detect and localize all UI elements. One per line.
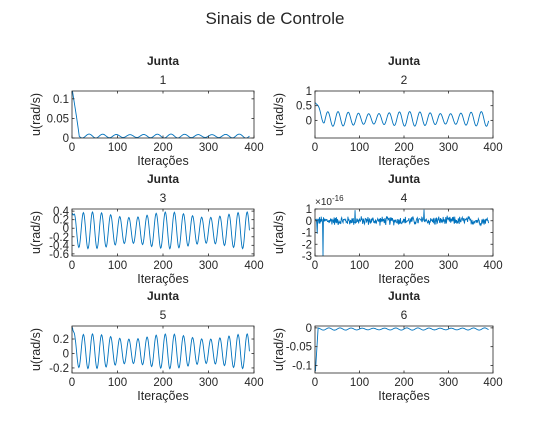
y-tick-label: -1 [302, 228, 312, 240]
series-line-2 [315, 102, 489, 127]
y-tick-label: -0.2 [49, 232, 69, 244]
y-axis-label: u(rad/s) [272, 328, 286, 371]
x-tick-label: 0 [312, 260, 318, 272]
x-tick-label: 100 [108, 260, 127, 272]
plot-area [315, 326, 493, 373]
subplot-3: 0 100 200 300 400-0.6-0.4-0.200.20.4Junta3It… [29, 172, 264, 286]
x-axis-label: Iterações [137, 154, 188, 168]
y-tick-label: 0.2 [53, 215, 69, 227]
x-tick-label: 300 [199, 377, 218, 389]
subplot-title-line2: 4 [401, 191, 408, 205]
x-tick-label: 300 [439, 142, 458, 154]
y-tick-label: -0.1 [292, 360, 312, 372]
x-tick-label: 100 [350, 260, 369, 272]
subplot-title-line2: 1 [160, 73, 167, 87]
exponent-base: ×10 [315, 197, 332, 208]
series-line-6 [315, 327, 489, 372]
x-tick-label: 400 [483, 142, 502, 154]
subplot-2: 0 100 200 300 400 0 0.5 1 Junta 2 Iterações u(rad/s… [272, 54, 503, 168]
series-line-5 [72, 327, 250, 370]
x-tick-label: 0 [69, 377, 75, 389]
subplot-5: 0 100 200 300 400-0.200.2Junta5Iteraçõesu(ra… [29, 289, 264, 403]
x-tick-label: 300 [199, 142, 218, 154]
series-line-4 [315, 209, 489, 256]
y-axis-label: u(rad/s) [29, 211, 43, 254]
subplot-title-line1: Junta [388, 289, 420, 303]
y-axis-label: u(rad/s) [29, 93, 43, 136]
subplot-title-line2: 3 [160, 191, 167, 205]
subplot-title-line1: Junta [147, 172, 179, 186]
series-line-3 [72, 211, 250, 250]
x-tick-label: 400 [483, 377, 502, 389]
x-axis-label: Iterações [137, 272, 188, 286]
x-tick-label: 200 [394, 142, 413, 154]
y-exponent-label: ×10-16 [315, 194, 344, 208]
x-tick-label: 300 [199, 260, 218, 272]
x-tick-label: 400 [244, 260, 263, 272]
x-tick-label: 300 [439, 260, 458, 272]
plot-area [72, 91, 254, 138]
x-tick-label: 200 [153, 377, 172, 389]
x-tick-label: 300 [439, 377, 458, 389]
x-axis-label: Iterações [137, 389, 188, 403]
subplot-title-line1: Junta [147, 54, 179, 68]
x-tick-label: 100 [350, 142, 369, 154]
y-tick-label: 0.05 [47, 113, 69, 125]
y-tick-label: -2 [302, 239, 312, 251]
x-tick-label: 100 [350, 377, 369, 389]
subplot-4: 0 100 200 300 400-3-2-101×10-16Junta4Iteraçõ… [272, 172, 503, 286]
y-tick-label: 0 [306, 216, 312, 228]
y-tick-label: 0.5 [296, 101, 312, 113]
x-tick-label: 0 [312, 377, 318, 389]
x-axis-label: Iterações [378, 389, 429, 403]
subplot-1: 0 100 200 300 400 0 0.05 0.1 Junta 1 Iterações u(ra… [29, 54, 264, 168]
series-line-1 [72, 91, 250, 138]
y-tick-label: -3 [302, 251, 312, 263]
plot-area [315, 209, 493, 256]
y-tick-label: -0.6 [49, 249, 69, 261]
y-tick-label: 0.2 [53, 334, 69, 346]
subplot-grid: 0 100 200 300 40000.050.1Junta1Iteraçõesu(ra… [29, 54, 503, 403]
y-axis-label: u(rad/s) [29, 328, 43, 371]
subplot-title-line2: 6 [401, 308, 408, 322]
subplot-title-line2: 5 [160, 308, 167, 322]
y-tick-label: -0.05 [286, 342, 312, 354]
y-tick-label: -0.4 [49, 240, 69, 252]
x-tick-label: 400 [483, 260, 502, 272]
exponent-power: -16 [332, 194, 344, 203]
y-axis-label: u(rad/s) [272, 211, 286, 254]
x-axis-label: Iterações [378, 272, 429, 286]
x-tick-label: 0 [69, 142, 75, 154]
y-tick-label: 0 [63, 223, 69, 235]
y-tick-label: 1 [306, 86, 312, 98]
x-axis-label: Iterações [378, 154, 429, 168]
x-tick-label: 200 [153, 142, 172, 154]
subplot-title-line2: 2 [401, 73, 408, 87]
y-tick-label: 1 [306, 204, 312, 216]
subplot-title-line1: Junta [388, 172, 420, 186]
subplot-title-line1: Junta [388, 54, 420, 68]
y-tick-label: 0 [306, 115, 312, 127]
subplot-6: 0 100 200 300 400 -0.1 -0.05 0 Junta 6 Iterações u(… [272, 289, 503, 403]
y-tick-label: 0 [63, 348, 69, 360]
figure-title: Sinais de Controle [206, 9, 345, 28]
x-tick-label: 400 [244, 142, 263, 154]
y-tick-label: 0.4 [53, 206, 70, 218]
x-tick-label: 100 [108, 377, 127, 389]
y-tick-label: 0 [306, 323, 312, 335]
x-tick-label: 200 [153, 260, 172, 272]
x-tick-label: 100 [108, 142, 127, 154]
x-tick-label: 0 [69, 260, 75, 272]
y-tick-label: 0 [63, 133, 69, 145]
y-tick-label: -0.2 [49, 363, 69, 375]
plot-area [315, 91, 493, 138]
subplot-title-line1: Junta [147, 289, 179, 303]
y-tick-label: 0.1 [53, 94, 69, 106]
x-tick-label: 200 [394, 260, 413, 272]
x-tick-label: 0 [312, 142, 318, 154]
x-tick-label: 200 [394, 377, 413, 389]
y-axis-label: u(rad/s) [272, 93, 286, 136]
x-tick-label: 400 [244, 377, 263, 389]
